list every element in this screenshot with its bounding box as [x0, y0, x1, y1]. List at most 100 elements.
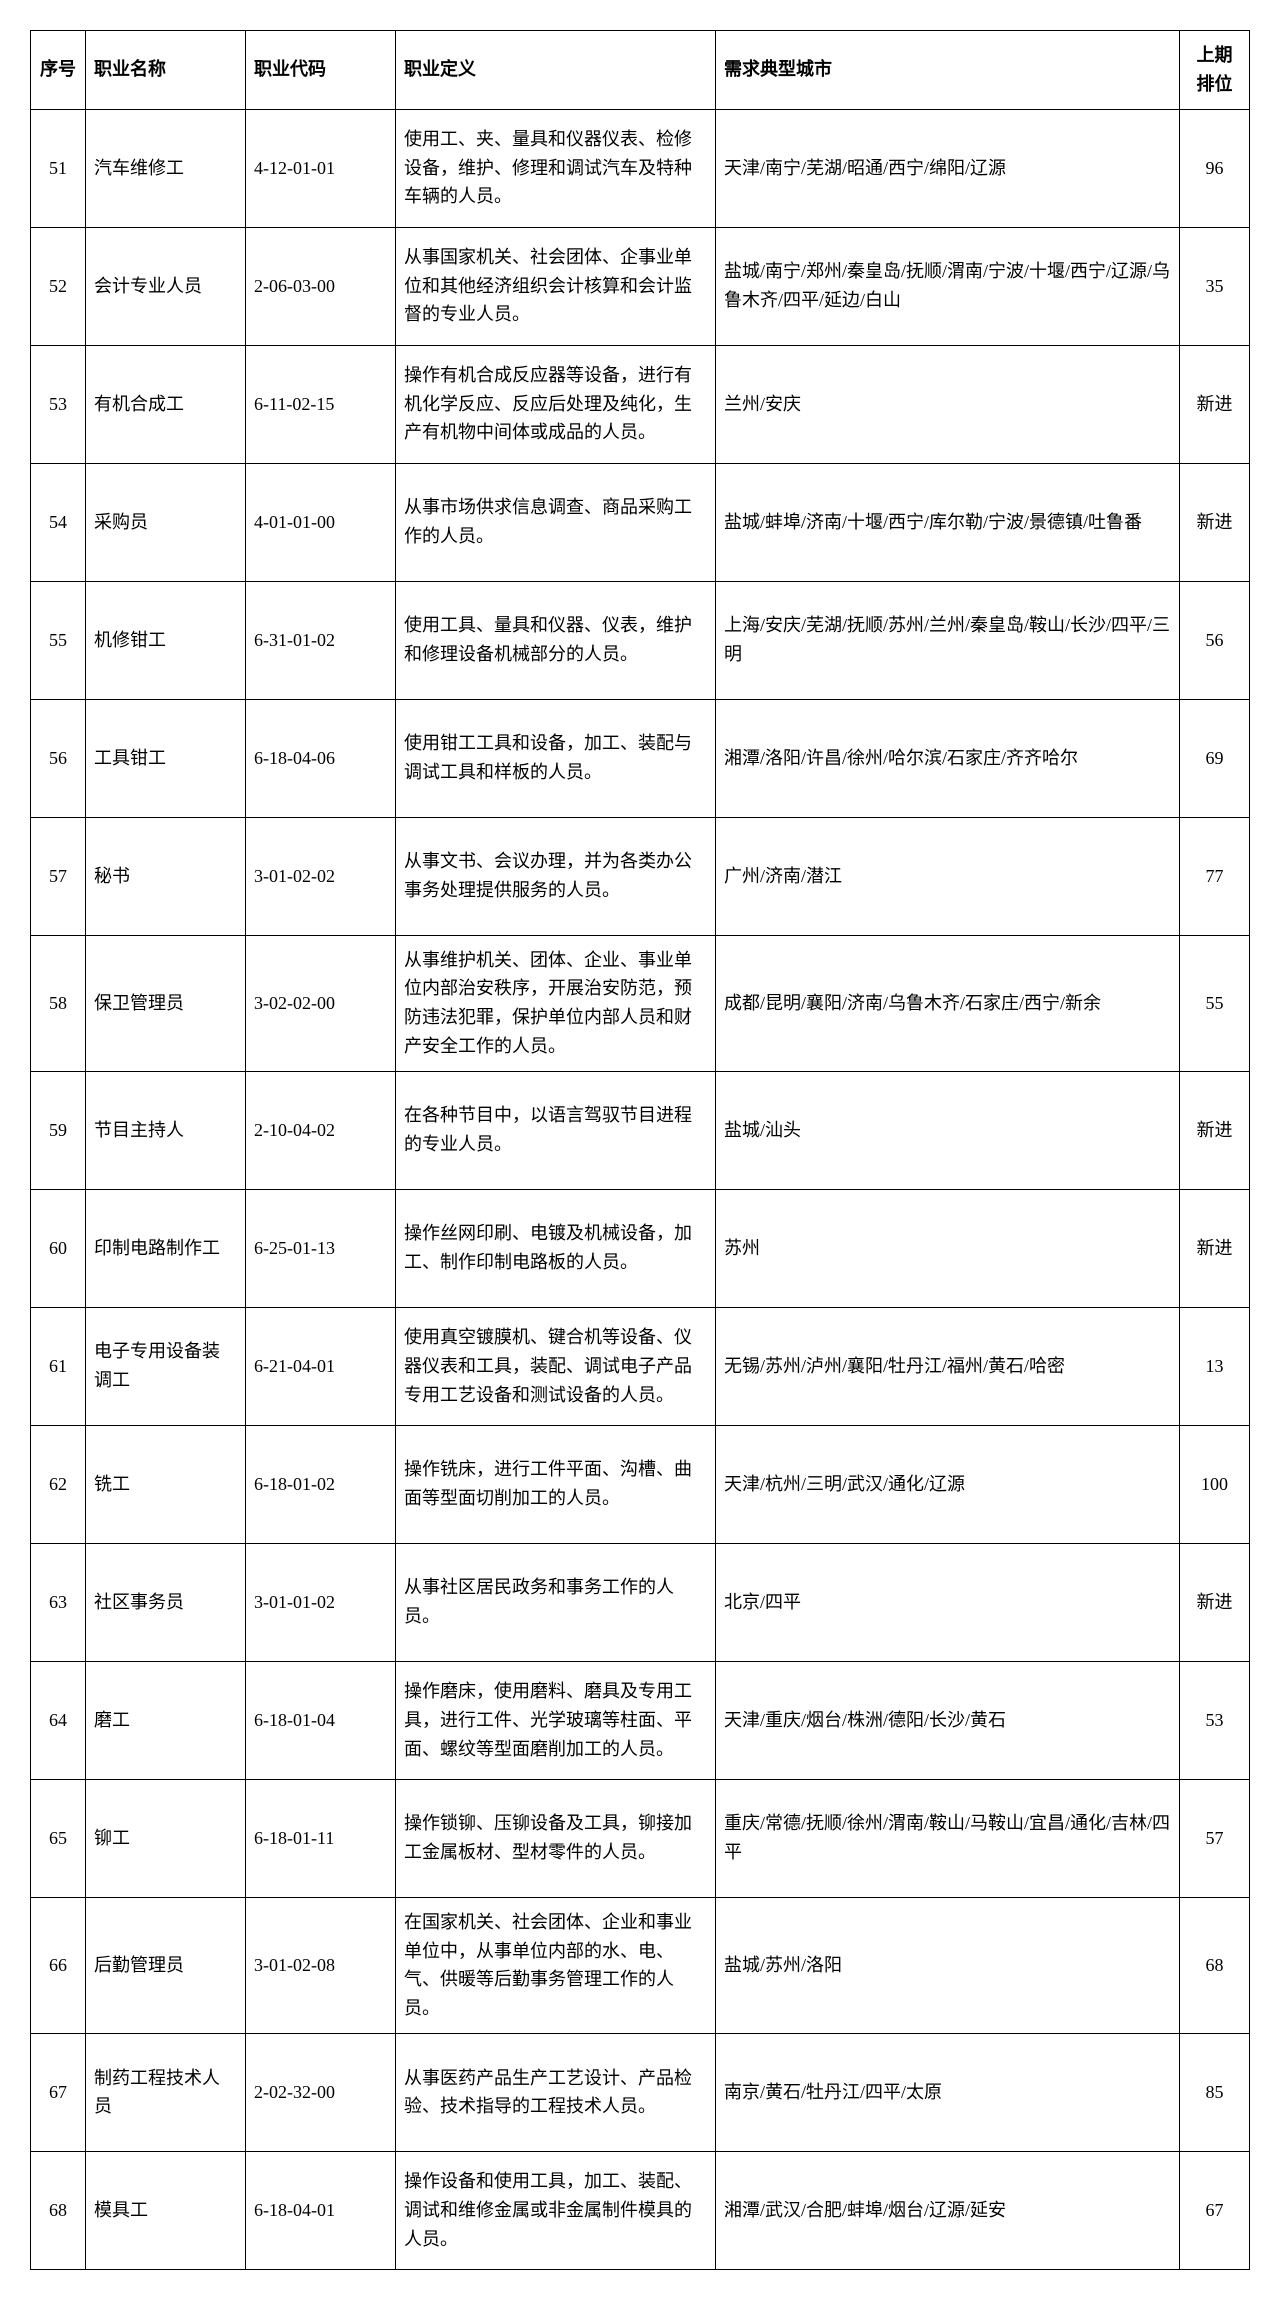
cell-name: 社区事务员 [86, 1543, 246, 1661]
table-row: 53有机合成工6-11-02-15操作有机合成反应器等设备，进行有机化学反应、反… [31, 345, 1250, 463]
cell-prevrank: 35 [1180, 227, 1250, 345]
cell-prevrank: 57 [1180, 1779, 1250, 1897]
table-row: 52会计专业人员2-06-03-00从事国家机关、社会团体、企事业单位和其他经济… [31, 227, 1250, 345]
table-row: 62铣工6-18-01-02操作铣床，进行工件平面、沟槽、曲面等型面切削加工的人… [31, 1425, 1250, 1543]
col-header-definition: 职业定义 [396, 31, 716, 110]
table-row: 55机修钳工6-31-01-02使用工具、量具和仪器、仪表，维护和修理设备机械部… [31, 581, 1250, 699]
cell-prevrank: 69 [1180, 699, 1250, 817]
cell-name: 模具工 [86, 2151, 246, 2269]
cell-name: 铆工 [86, 1779, 246, 1897]
cell-index: 54 [31, 463, 86, 581]
cell-prevrank: 56 [1180, 581, 1250, 699]
cell-name: 制药工程技术人员 [86, 2033, 246, 2151]
cell-cities: 湘潭/武汉/合肥/蚌埠/烟台/辽源/延安 [716, 2151, 1180, 2269]
table-row: 61电子专用设备装调工6-21-04-01使用真空镀膜机、键合机等设备、仪器仪表… [31, 1307, 1250, 1425]
cell-cities: 南京/黄石/牡丹江/四平/太原 [716, 2033, 1180, 2151]
cell-code: 6-18-04-01 [246, 2151, 396, 2269]
cell-code: 6-18-01-02 [246, 1425, 396, 1543]
table-row: 57秘书3-01-02-02从事文书、会议办理，并为各类办公事务处理提供服务的人… [31, 817, 1250, 935]
cell-prevrank: 新进 [1180, 1189, 1250, 1307]
cell-name: 采购员 [86, 463, 246, 581]
cell-prevrank: 新进 [1180, 463, 1250, 581]
cell-definition: 使用钳工工具和设备，加工、装配与调试工具和样板的人员。 [396, 699, 716, 817]
col-header-name: 职业名称 [86, 31, 246, 110]
cell-definition: 操作磨床，使用磨料、磨具及专用工具，进行工件、光学玻璃等柱面、平面、螺纹等型面磨… [396, 1661, 716, 1779]
cell-definition: 使用工具、量具和仪器、仪表，维护和修理设备机械部分的人员。 [396, 581, 716, 699]
cell-index: 53 [31, 345, 86, 463]
cell-index: 65 [31, 1779, 86, 1897]
table-row: 56工具钳工6-18-04-06使用钳工工具和设备，加工、装配与调试工具和样板的… [31, 699, 1250, 817]
cell-definition: 在各种节目中，以语言驾驭节目进程的专业人员。 [396, 1071, 716, 1189]
cell-code: 2-02-32-00 [246, 2033, 396, 2151]
cell-name: 电子专用设备装调工 [86, 1307, 246, 1425]
table-row: 67制药工程技术人员2-02-32-00从事医药产品生产工艺设计、产品检验、技术… [31, 2033, 1250, 2151]
cell-name: 机修钳工 [86, 581, 246, 699]
cell-definition: 从事市场供求信息调查、商品采购工作的人员。 [396, 463, 716, 581]
cell-index: 61 [31, 1307, 86, 1425]
cell-code: 6-18-01-04 [246, 1661, 396, 1779]
cell-cities: 兰州/安庆 [716, 345, 1180, 463]
table-row: 65铆工6-18-01-11操作锁铆、压铆设备及工具，铆接加工金属板材、型材零件… [31, 1779, 1250, 1897]
cell-code: 6-21-04-01 [246, 1307, 396, 1425]
cell-prevrank: 77 [1180, 817, 1250, 935]
table-row: 54采购员4-01-01-00从事市场供求信息调查、商品采购工作的人员。盐城/蚌… [31, 463, 1250, 581]
cell-name: 有机合成工 [86, 345, 246, 463]
cell-cities: 上海/安庆/芜湖/抚顺/苏州/兰州/秦皇岛/鞍山/长沙/四平/三明 [716, 581, 1180, 699]
cell-code: 6-31-01-02 [246, 581, 396, 699]
cell-prevrank: 96 [1180, 109, 1250, 227]
cell-cities: 盐城/汕头 [716, 1071, 1180, 1189]
cell-name: 秘书 [86, 817, 246, 935]
cell-name: 铣工 [86, 1425, 246, 1543]
cell-name: 后勤管理员 [86, 1897, 246, 2033]
cell-definition: 从事维护机关、团体、企业、事业单位内部治安秩序，开展治安防范，预防违法犯罪，保护… [396, 935, 716, 1071]
cell-cities: 天津/重庆/烟台/株洲/德阳/长沙/黄石 [716, 1661, 1180, 1779]
table-row: 51汽车维修工4-12-01-01使用工、夹、量具和仪器仪表、检修设备，维护、修… [31, 109, 1250, 227]
table-row: 64磨工6-18-01-04操作磨床，使用磨料、磨具及专用工具，进行工件、光学玻… [31, 1661, 1250, 1779]
cell-definition: 从事社区居民政务和事务工作的人员。 [396, 1543, 716, 1661]
table-row: 63社区事务员3-01-01-02从事社区居民政务和事务工作的人员。北京/四平新… [31, 1543, 1250, 1661]
table-row: 59节目主持人2-10-04-02在各种节目中，以语言驾驭节目进程的专业人员。盐… [31, 1071, 1250, 1189]
cell-definition: 操作有机合成反应器等设备，进行有机化学反应、反应后处理及纯化，生产有机物中间体或… [396, 345, 716, 463]
cell-definition: 使用真空镀膜机、键合机等设备、仪器仪表和工具，装配、调试电子产品专用工艺设备和测… [396, 1307, 716, 1425]
cell-index: 57 [31, 817, 86, 935]
cell-prevrank: 53 [1180, 1661, 1250, 1779]
col-header-code: 职业代码 [246, 31, 396, 110]
cell-cities: 北京/四平 [716, 1543, 1180, 1661]
cell-definition: 从事文书、会议办理，并为各类办公事务处理提供服务的人员。 [396, 817, 716, 935]
cell-code: 4-12-01-01 [246, 109, 396, 227]
cell-code: 3-01-02-08 [246, 1897, 396, 2033]
cell-name: 工具钳工 [86, 699, 246, 817]
cell-cities: 重庆/常德/抚顺/徐州/渭南/鞍山/马鞍山/宜昌/通化/吉林/四平 [716, 1779, 1180, 1897]
cell-cities: 盐城/南宁/郑州/秦皇岛/抚顺/渭南/宁波/十堰/西宁/辽源/乌鲁木齐/四平/延… [716, 227, 1180, 345]
cell-prevrank: 新进 [1180, 1071, 1250, 1189]
cell-cities: 盐城/蚌埠/济南/十堰/西宁/库尔勒/宁波/景德镇/吐鲁番 [716, 463, 1180, 581]
cell-code: 6-11-02-15 [246, 345, 396, 463]
cell-index: 58 [31, 935, 86, 1071]
cell-index: 68 [31, 2151, 86, 2269]
cell-cities: 湘潭/洛阳/许昌/徐州/哈尔滨/石家庄/齐齐哈尔 [716, 699, 1180, 817]
cell-index: 51 [31, 109, 86, 227]
table-body: 51汽车维修工4-12-01-01使用工、夹、量具和仪器仪表、检修设备，维护、修… [31, 109, 1250, 2269]
cell-index: 59 [31, 1071, 86, 1189]
cell-definition: 在国家机关、社会团体、企业和事业单位中，从事单位内部的水、电、气、供暖等后勤事务… [396, 1897, 716, 2033]
cell-name: 磨工 [86, 1661, 246, 1779]
col-header-prevrank: 上期排位 [1180, 31, 1250, 110]
table-row: 66后勤管理员3-01-02-08在国家机关、社会团体、企业和事业单位中，从事单… [31, 1897, 1250, 2033]
cell-name: 印制电路制作工 [86, 1189, 246, 1307]
cell-index: 55 [31, 581, 86, 699]
cell-definition: 操作设备和使用工具，加工、装配、调试和维修金属或非金属制件模具的人员。 [396, 2151, 716, 2269]
cell-cities: 无锡/苏州/泸州/襄阳/牡丹江/福州/黄石/哈密 [716, 1307, 1180, 1425]
cell-cities: 天津/南宁/芜湖/昭通/西宁/绵阳/辽源 [716, 109, 1180, 227]
cell-index: 56 [31, 699, 86, 817]
cell-prevrank: 55 [1180, 935, 1250, 1071]
cell-index: 66 [31, 1897, 86, 2033]
occupation-table: 序号 职业名称 职业代码 职业定义 需求典型城市 上期排位 51汽车维修工4-1… [30, 30, 1250, 2270]
cell-index: 67 [31, 2033, 86, 2151]
cell-cities: 盐城/苏州/洛阳 [716, 1897, 1180, 2033]
cell-definition: 操作铣床，进行工件平面、沟槽、曲面等型面切削加工的人员。 [396, 1425, 716, 1543]
cell-prevrank: 85 [1180, 2033, 1250, 2151]
col-header-index: 序号 [31, 31, 86, 110]
cell-definition: 使用工、夹、量具和仪器仪表、检修设备，维护、修理和调试汽车及特种车辆的人员。 [396, 109, 716, 227]
cell-code: 6-25-01-13 [246, 1189, 396, 1307]
col-header-cities: 需求典型城市 [716, 31, 1180, 110]
